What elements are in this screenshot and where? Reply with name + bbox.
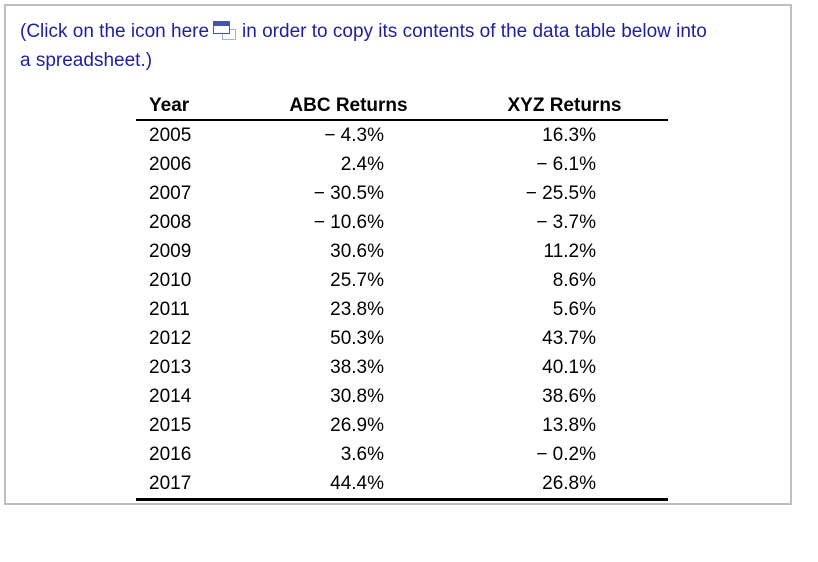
abc-return-cell: 30.8% xyxy=(330,385,384,407)
instruction-line2: a spreadsheet.) xyxy=(20,50,153,71)
year-cell: 2009 xyxy=(149,240,192,262)
table-row: 2014 30.8% 38.6% xyxy=(136,382,668,411)
year-cell: 2013 xyxy=(149,356,192,378)
abc-return-cell: 30.6% xyxy=(330,240,384,262)
table-row: 2007 − 30.5% − 25.5% xyxy=(136,179,668,208)
year-cell: 2008 xyxy=(149,211,192,233)
table-row: 2009 30.6% 11.2% xyxy=(136,237,668,266)
abc-return-cell: 38.3% xyxy=(330,356,384,378)
xyz-return-cell: − 3.7% xyxy=(536,211,596,233)
table-row: 2017 44.4% 26.8% xyxy=(136,469,668,501)
table-row: 2015 26.9% 13.8% xyxy=(136,411,668,440)
year-cell: 2005 xyxy=(149,124,192,146)
abc-return-cell: 23.8% xyxy=(330,298,384,320)
xyz-return-cell: 38.6% xyxy=(542,385,596,407)
abc-return-cell: − 30.5% xyxy=(313,182,384,204)
xyz-return-cell: − 6.1% xyxy=(536,153,596,175)
xyz-return-cell: 40.1% xyxy=(542,356,596,378)
year-cell: 2012 xyxy=(149,327,192,349)
instruction-after-icon: in order to copy its contents of the dat… xyxy=(242,21,707,42)
xyz-return-cell: 13.8% xyxy=(542,414,596,436)
abc-return-cell: − 10.6% xyxy=(313,211,384,233)
table-row: 2012 50.3% 43.7% xyxy=(136,324,668,353)
year-cell: 2016 xyxy=(149,443,192,465)
instruction-before-icon: (Click on the icon here xyxy=(20,21,210,42)
table-row: 2016 3.6% − 0.2% xyxy=(136,440,668,469)
abc-return-cell: 50.3% xyxy=(330,327,384,349)
copy-table-icon[interactable] xyxy=(213,21,237,40)
table-row: 2013 38.3% 40.1% xyxy=(136,353,668,382)
table-row: 2005 − 4.3% 16.3% xyxy=(136,120,668,150)
year-cell: 2006 xyxy=(149,153,192,175)
xyz-return-cell: 5.6% xyxy=(552,298,596,320)
table-row: 2010 25.7% 8.6% xyxy=(136,266,668,295)
year-cell: 2015 xyxy=(149,414,192,436)
content-panel: (Click on the icon here in order to copy … xyxy=(4,4,792,505)
copy-icon-front-window xyxy=(213,21,231,34)
instruction-text: (Click on the icon here in order to copy … xyxy=(20,17,800,75)
table-row: 2008 − 10.6% − 3.7% xyxy=(136,208,668,237)
table-row: 2011 23.8% 5.6% xyxy=(136,295,668,324)
abc-return-cell: − 4.3% xyxy=(324,124,384,146)
xyz-return-cell: 26.8% xyxy=(461,469,668,501)
abc-return-cell: 26.9% xyxy=(330,414,384,436)
abc-return-cell: 3.6% xyxy=(340,443,384,465)
abc-return-cell: 25.7% xyxy=(330,269,384,291)
year-column-header: Year xyxy=(136,92,236,121)
xyz-return-cell: 16.3% xyxy=(542,124,596,146)
xyz-return-cell: − 25.5% xyxy=(525,182,596,204)
year-cell: 2007 xyxy=(149,182,192,204)
year-cell: 2011 xyxy=(149,298,190,320)
abc-return-cell: 2.4% xyxy=(340,153,384,175)
xyz-return-cell: 11.2% xyxy=(543,240,596,262)
returns-table: Year ABC Returns XYZ Returns 2005 − 4.3%… xyxy=(136,92,668,501)
abc-returns-column-header: ABC Returns xyxy=(236,92,461,121)
xyz-returns-column-header: XYZ Returns xyxy=(461,92,668,121)
abc-return-cell: 44.4% xyxy=(236,469,461,501)
xyz-return-cell: − 0.2% xyxy=(536,443,596,465)
table-row: 2006 2.4% − 6.1% xyxy=(136,150,668,179)
year-cell: 2014 xyxy=(149,385,192,407)
xyz-return-cell: 43.7% xyxy=(542,327,596,349)
xyz-return-cell: 8.6% xyxy=(552,269,596,291)
year-cell: 2010 xyxy=(149,269,192,291)
year-cell: 2017 xyxy=(136,469,236,501)
table-header-row: Year ABC Returns XYZ Returns xyxy=(136,92,668,121)
